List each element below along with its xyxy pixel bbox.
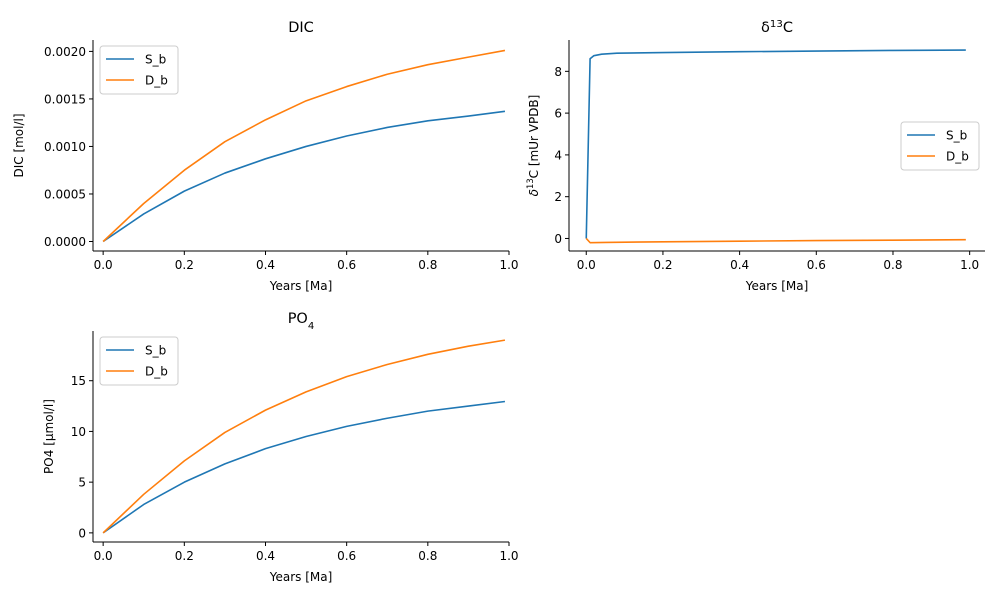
legend: S_b D_b [900,121,980,171]
series-line-s-b [585,49,966,239]
x-tick-label: 0.4 [730,258,749,272]
chart-title-part: δ [761,20,770,36]
x-tick-label: 0.0 [94,549,113,563]
y-tick-label: 10 [71,425,86,439]
x-tick-label: 0.8 [883,258,902,272]
y-tick-label: 0.0020 [44,45,86,59]
x-tick-label: 0.6 [337,258,356,272]
chart-title: DIC [288,20,314,36]
series-line-d-b [102,339,506,534]
legend-label: S_b [946,129,967,143]
legend-frame [99,336,179,386]
y-tick-label: 0.0005 [44,187,86,201]
chart-title-part: DIC [288,20,314,36]
x-tick-label: 0.8 [418,258,437,272]
y-axis-label-part: C [mUr VPDB] [527,95,541,179]
series-line-s-b [102,400,506,534]
y-tick-label: 2 [554,190,562,204]
y-tick-label: 0.0015 [44,92,86,106]
legend: S_b D_b [99,45,179,95]
series-line-s-b [102,110,506,243]
y-axis-label: δ13C [mUr VPDB] [525,95,541,197]
chart-dic: 0.0 0.2 0.4 0.6 0.8 1.0 0.0000 0.0005 0.0010 0.00… [12,20,519,293]
x-tick-label: 0.0 [577,258,596,272]
y-tick-label: 0.0000 [44,235,86,249]
x-tick-label: 0.4 [256,258,275,272]
legend: S_b D_b [99,336,179,386]
x-tick-label: 0.2 [653,258,672,272]
y-tick-label: 0 [554,232,562,246]
y-tick-label: 5 [78,476,86,490]
y-tick-label: 4 [554,148,562,162]
chart-title-part: 13 [770,19,783,30]
y-tick-label: 8 [554,65,562,79]
chart-title-part: C [783,20,793,36]
legend-label: S_b [145,53,166,67]
x-axis-label: Years [Ma] [745,279,809,293]
x-tick-label: 0.2 [175,549,194,563]
y-tick-label: 0.0010 [44,140,86,154]
chart-title: PO4 [288,311,315,332]
x-tick-label: 0.8 [418,549,437,563]
chart-po4: 0.0 0.2 0.4 0.6 0.8 1.0 0 5 10 15 PO4 Years [Ma] PO4… [42,311,519,584]
y-axis-label: PO4 [µmol/l] [42,399,56,474]
chart-title-part: PO [288,311,308,327]
y-tick-label: 6 [554,107,562,121]
y-axis-label-part: DIC [mol/l] [12,113,26,177]
x-tick-label: 1.0 [499,258,518,272]
chart-title: δ13C [761,19,793,37]
y-tick-label: 15 [71,374,86,388]
x-tick-label: 1.0 [499,549,518,563]
x-tick-label: 0.4 [256,549,275,563]
x-tick-label: 0.2 [175,258,194,272]
y-axis-label-part: δ [527,189,541,196]
series-line-d-b [102,49,506,243]
x-tick-label: 0.6 [337,549,356,563]
y-axis-label-part: PO4 [µmol/l] [42,399,56,474]
legend-label: D_b [145,365,168,379]
y-axis-label: DIC [mol/l] [12,113,26,177]
legend-frame [900,121,980,171]
y-tick-label: 0 [78,526,86,540]
legend-label: S_b [145,344,166,358]
legend-label: D_b [145,74,168,88]
x-axis-label: Years [Ma] [269,570,333,584]
x-tick-label: 0.6 [807,258,826,272]
chart-title-part: 4 [308,321,314,332]
x-axis-label: Years [Ma] [269,279,333,293]
x-tick-label: 1.0 [960,258,979,272]
legend-label: D_b [946,150,969,164]
y-axis-label-part: 13 [525,178,535,189]
x-tick-label: 0.0 [94,258,113,272]
series-line-d-b [585,237,966,244]
legend-frame [99,45,179,95]
